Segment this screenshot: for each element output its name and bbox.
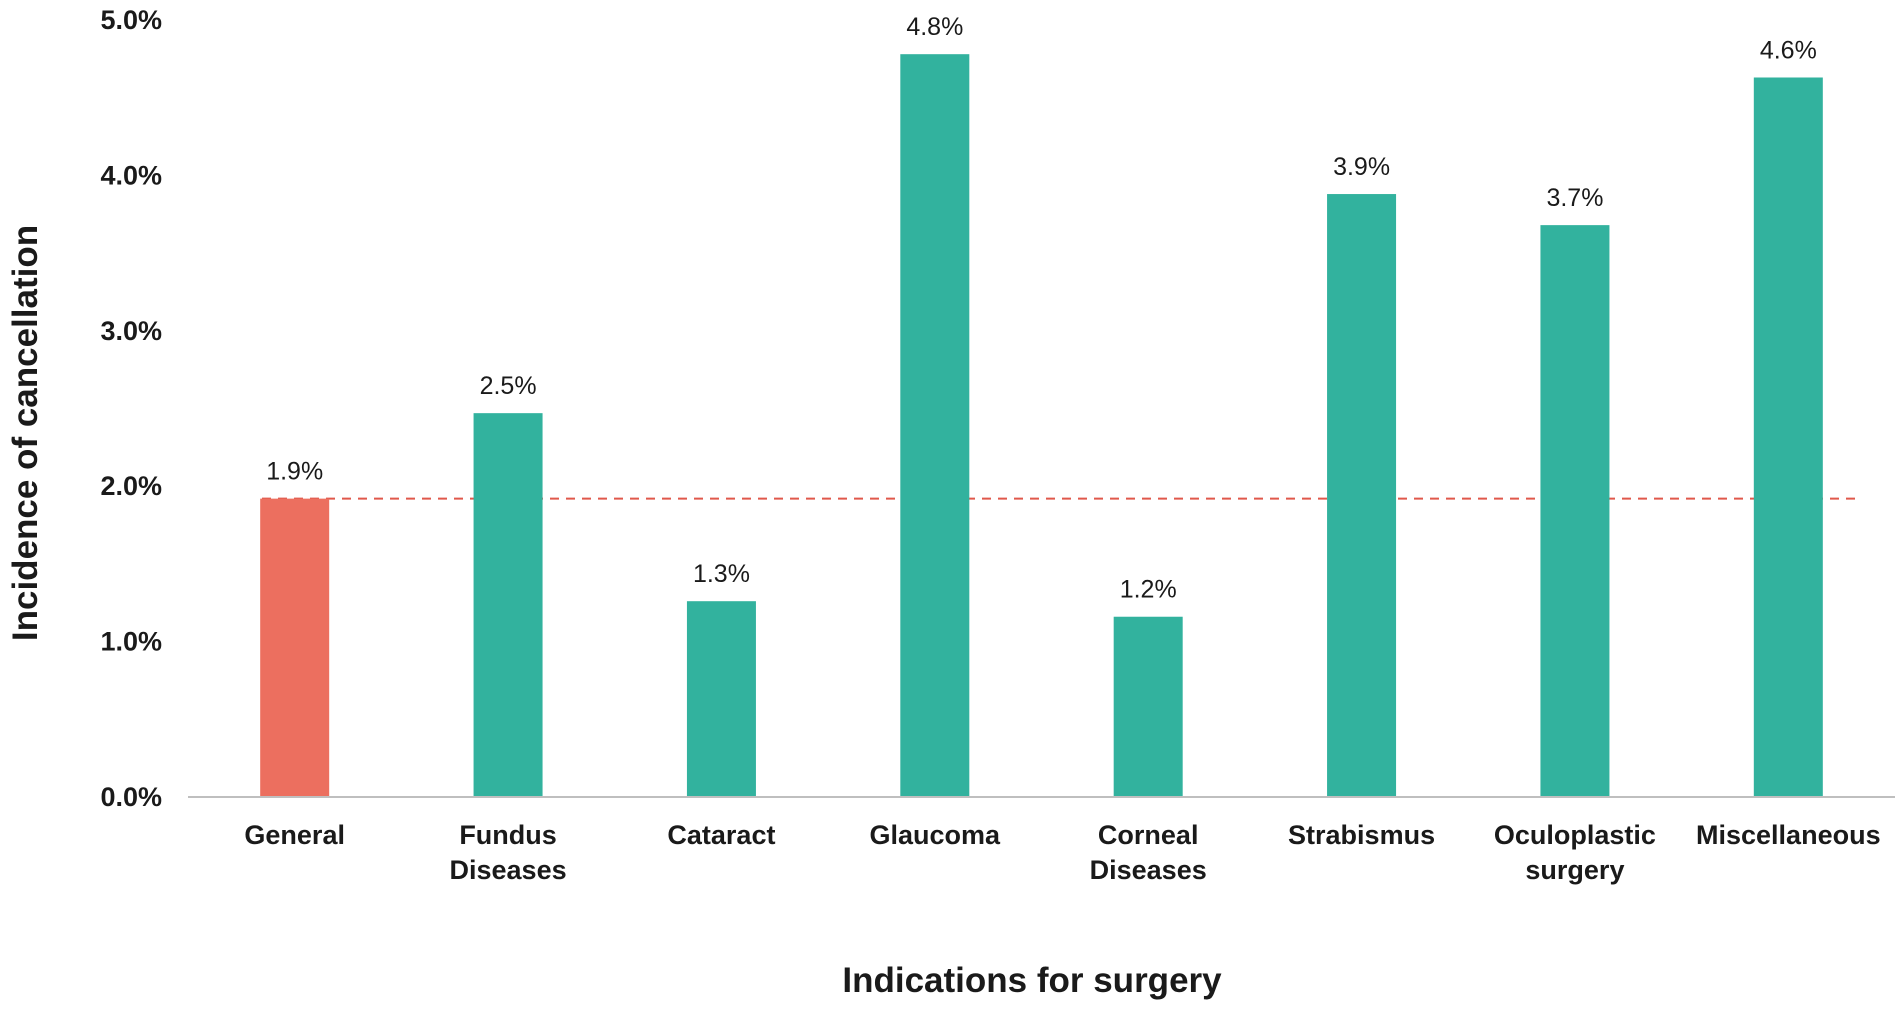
category-label: Cataract — [667, 820, 775, 850]
y-axis-ticks: 0.0% 1.0% 2.0% 3.0% 4.0% 5.0% — [100, 5, 162, 812]
category-label: Diseases — [450, 855, 567, 885]
category-labels: General Fundus Diseases Cataract Glaucoma Cor… — [244, 820, 1880, 885]
category-label: Oculoplastic — [1494, 820, 1656, 850]
category-label: Fundus — [459, 820, 556, 850]
y-tick-label: 1.0% — [100, 627, 162, 657]
category-label: Diseases — [1090, 855, 1207, 885]
data-label: 2.5% — [480, 372, 537, 400]
data-labels: 1.9% 2.5% 1.3% 4.8% 1.2% 3.9% 3.7% 4.6% — [266, 13, 1817, 604]
data-label: 3.9% — [1333, 153, 1390, 181]
y-tick-label: 3.0% — [100, 316, 162, 346]
bar — [260, 498, 330, 797]
bar — [1113, 616, 1183, 797]
x-axis-title: Indications for surgery — [842, 961, 1222, 1000]
data-label: 4.6% — [1760, 36, 1817, 64]
category-label: General — [244, 820, 345, 850]
y-tick-label: 0.0% — [100, 782, 162, 812]
y-tick-label: 5.0% — [100, 5, 162, 35]
data-label: 1.3% — [693, 560, 750, 588]
bar — [1540, 225, 1610, 798]
category-label: Corneal — [1098, 820, 1199, 850]
y-tick-label: 2.0% — [100, 471, 162, 501]
data-label: 4.8% — [906, 13, 963, 41]
bar — [1327, 194, 1397, 798]
category-label: surgery — [1525, 855, 1624, 885]
y-tick-label: 4.0% — [100, 160, 162, 190]
bar — [473, 413, 543, 797]
data-label: 1.2% — [1120, 576, 1177, 604]
bar — [900, 54, 970, 798]
data-label: 3.7% — [1546, 184, 1603, 212]
bar — [1753, 77, 1823, 798]
bar — [686, 601, 756, 797]
data-label: 1.9% — [266, 458, 323, 486]
category-label: Miscellaneous — [1696, 820, 1881, 850]
bars — [260, 54, 1823, 798]
category-label: Glaucoma — [870, 820, 1002, 850]
category-label: Strabismus — [1288, 820, 1435, 850]
y-axis-title: Incidence of cancellation — [6, 225, 45, 641]
